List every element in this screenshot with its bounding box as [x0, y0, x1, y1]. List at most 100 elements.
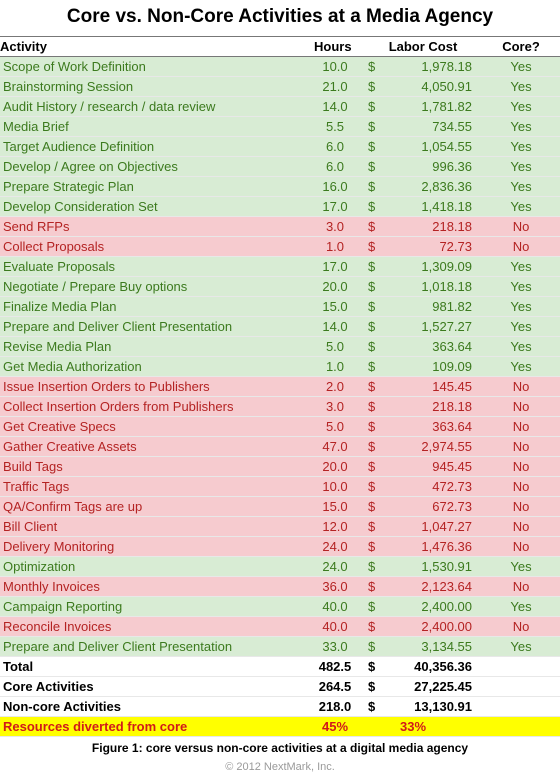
activity-cell: Campaign Reporting — [0, 596, 306, 617]
hours-cell: 2.0 — [306, 376, 364, 397]
core-cell: No — [482, 436, 560, 457]
currency-symbol: $ — [364, 56, 386, 77]
table-row: Collect Proposals 1.0 $72.73 No — [0, 236, 560, 257]
currency-symbol: $ — [364, 536, 386, 557]
summary-cost: 40,356.36 — [386, 656, 482, 677]
labor-cost-cell: 1,530.91 — [386, 556, 482, 577]
activity-cell: Audit History / research / data review — [0, 96, 306, 117]
hours-cell: 20.0 — [306, 456, 364, 477]
header-activity: Activity — [0, 36, 306, 57]
core-cell: No — [482, 476, 560, 497]
core-cell: Yes — [482, 116, 560, 137]
activity-cell: Revise Media Plan — [0, 336, 306, 357]
activity-cell: Reconcile Invoices — [0, 616, 306, 637]
diverted-label: Resources diverted from core — [0, 716, 306, 737]
table-row: Negotiate / Prepare Buy options 20.0 $1,01… — [0, 276, 560, 297]
table-row: Develop Consideration Set 17.0 $1,418.18 Ye… — [0, 196, 560, 217]
hours-cell: 33.0 — [306, 636, 364, 657]
hours-cell: 5.0 — [306, 336, 364, 357]
labor-cost-cell: 2,400.00 — [386, 616, 482, 637]
activity-cell: Develop Consideration Set — [0, 196, 306, 217]
currency-symbol: $ — [364, 616, 386, 637]
table-row: Media Brief 5.5 $734.55 Yes — [0, 116, 560, 137]
activity-cell: QA/Confirm Tags are up — [0, 496, 306, 517]
table-row: Audit History / research / data review 14… — [0, 96, 560, 117]
diverted-spacer — [364, 716, 386, 737]
currency-symbol: $ — [364, 456, 386, 477]
core-cell: No — [482, 456, 560, 477]
core-cell: No — [482, 216, 560, 237]
core-cell: Yes — [482, 76, 560, 97]
table-row: Brainstorming Session 21.0 $4,050.91 Yes — [0, 76, 560, 97]
currency-symbol: $ — [364, 156, 386, 177]
currency-symbol: $ — [364, 556, 386, 577]
activity-cell: Develop / Agree on Objectives — [0, 156, 306, 177]
activity-cell: Evaluate Proposals — [0, 256, 306, 277]
labor-cost-cell: 2,123.64 — [386, 576, 482, 597]
labor-cost-cell: 1,309.09 — [386, 256, 482, 277]
currency-symbol: $ — [364, 196, 386, 217]
currency-symbol: $ — [364, 216, 386, 237]
table-row: Evaluate Proposals 17.0 $1,309.09 Yes — [0, 256, 560, 277]
hours-cell: 40.0 — [306, 596, 364, 617]
core-cell: Yes — [482, 256, 560, 277]
hours-cell: 6.0 — [306, 156, 364, 177]
activity-cell: Target Audience Definition — [0, 136, 306, 157]
currency-symbol: $ — [364, 636, 386, 657]
currency-symbol: $ — [364, 76, 386, 97]
core-cell: Yes — [482, 276, 560, 297]
hours-cell: 17.0 — [306, 256, 364, 277]
summary-empty — [482, 676, 560, 697]
labor-cost-cell: 1,978.18 — [386, 56, 482, 77]
header-hours: Hours — [306, 36, 364, 57]
table-row: Get Media Authorization 1.0 $109.09 Yes — [0, 356, 560, 377]
activity-cell: Monthly Invoices — [0, 576, 306, 597]
core-cell: Yes — [482, 336, 560, 357]
core-cell: Yes — [482, 556, 560, 577]
table-row: Bill Client 12.0 $1,047.27 No — [0, 516, 560, 537]
activity-cell: Delivery Monitoring — [0, 536, 306, 557]
activity-cell: Collect Insertion Orders from Publishers — [0, 396, 306, 417]
labor-cost-cell: 1,781.82 — [386, 96, 482, 117]
activity-cell: Finalize Media Plan — [0, 296, 306, 317]
core-cell: No — [482, 376, 560, 397]
table-row: Develop / Agree on Objectives 6.0 $996.36 Y… — [0, 156, 560, 177]
currency-symbol: $ — [364, 656, 386, 677]
labor-cost-cell: 218.18 — [386, 216, 482, 237]
hours-cell: 5.0 — [306, 416, 364, 437]
summary-cost: 27,225.45 — [386, 676, 482, 697]
table-row: Campaign Reporting 40.0 $2,400.00 Yes — [0, 596, 560, 617]
table-row: Scope of Work Definition 10.0 $1,978.18 Yes — [0, 56, 560, 77]
labor-cost-cell: 4,050.91 — [386, 76, 482, 97]
table-row: Delivery Monitoring 24.0 $1,476.36 No — [0, 536, 560, 557]
currency-symbol: $ — [364, 316, 386, 337]
activity-cell: Issue Insertion Orders to Publishers — [0, 376, 306, 397]
table-row: Traffic Tags 10.0 $472.73 No — [0, 476, 560, 497]
table-body: Scope of Work Definition 10.0 $1,978.18 Yes… — [0, 56, 560, 657]
core-cell: Yes — [482, 316, 560, 337]
table-row: QA/Confirm Tags are up 15.0 $672.73 No — [0, 496, 560, 517]
activity-cell: Scope of Work Definition — [0, 56, 306, 77]
activity-cell: Get Media Authorization — [0, 356, 306, 377]
labor-cost-cell: 2,974.55 — [386, 436, 482, 457]
core-cell: Yes — [482, 136, 560, 157]
activity-cell: Build Tags — [0, 456, 306, 477]
labor-cost-cell: 1,527.27 — [386, 316, 482, 337]
currency-symbol: $ — [364, 236, 386, 257]
hours-cell: 10.0 — [306, 56, 364, 77]
table-row: Revise Media Plan 5.0 $363.64 Yes — [0, 336, 560, 357]
table-row: Optimization 24.0 $1,530.91 Yes — [0, 556, 560, 577]
core-cell: No — [482, 536, 560, 557]
table-row: Build Tags 20.0 $945.45 No — [0, 456, 560, 477]
currency-symbol: $ — [364, 276, 386, 297]
hours-cell: 24.0 — [306, 556, 364, 577]
core-cell: No — [482, 396, 560, 417]
activity-cell: Negotiate / Prepare Buy options — [0, 276, 306, 297]
hours-cell: 36.0 — [306, 576, 364, 597]
summary-label: Non-core Activities — [0, 696, 306, 717]
hours-cell: 10.0 — [306, 476, 364, 497]
summary-hours: 264.5 — [306, 676, 364, 697]
core-cell: No — [482, 576, 560, 597]
core-cell: Yes — [482, 156, 560, 177]
hours-cell: 1.0 — [306, 356, 364, 377]
